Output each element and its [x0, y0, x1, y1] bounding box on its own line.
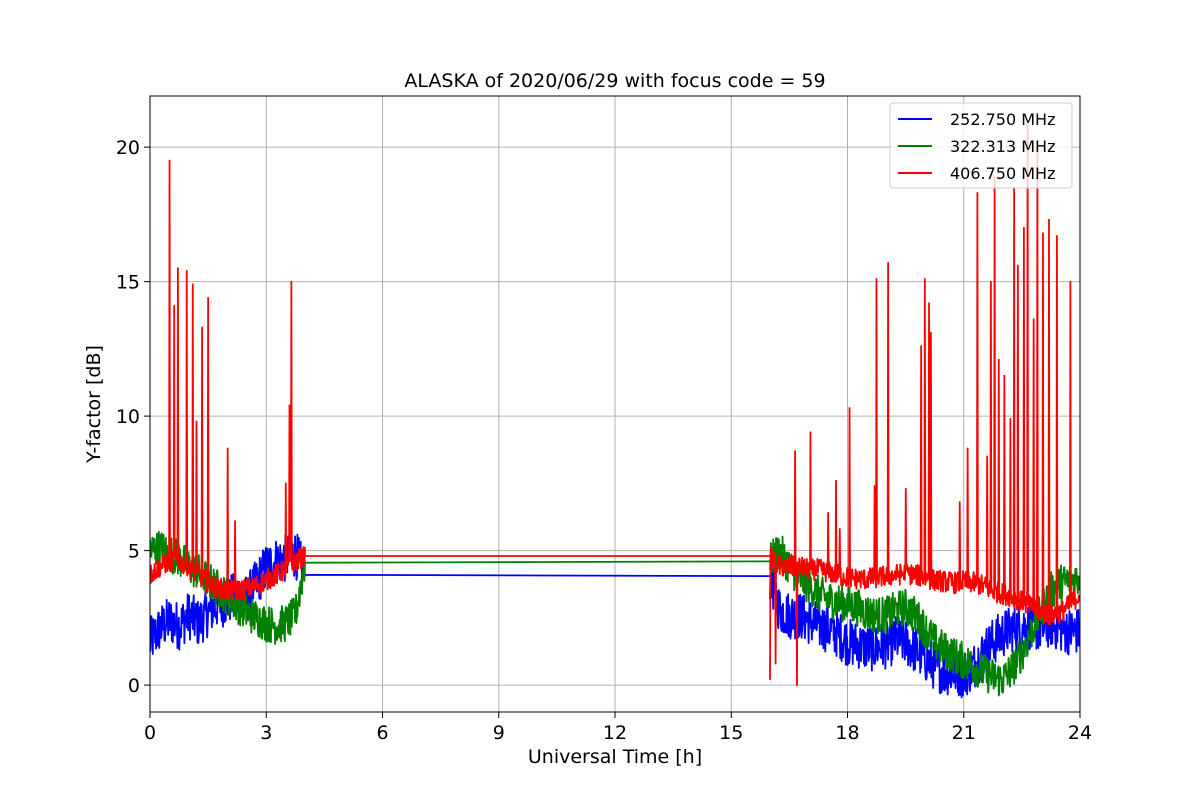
y-tick-label: 0	[128, 675, 140, 697]
legend-label: 252.750 MHz	[950, 110, 1055, 129]
y-axis-label: Y-factor [dB]	[83, 345, 105, 464]
x-tick-label: 21	[952, 722, 976, 744]
x-tick-label: 0	[144, 722, 156, 744]
x-tick-label: 9	[493, 722, 505, 744]
series-3	[150, 122, 1080, 686]
legend-label: 322.313 MHz	[950, 137, 1055, 156]
x-tick-label: 3	[260, 722, 272, 744]
y-tick-label: 15	[116, 272, 140, 294]
y-tick-label: 10	[116, 406, 140, 428]
chart-title: ALASKA of 2020/06/29 with focus code = 5…	[404, 70, 825, 92]
series-line	[150, 122, 1080, 686]
legend-label: 406.750 MHz	[950, 164, 1055, 183]
y-tick-label: 20	[116, 137, 140, 159]
legend: 252.750 MHz 322.313 MHz 406.750 MHz	[889, 102, 1073, 189]
x-tick-label: 18	[835, 722, 859, 744]
series-layer	[150, 122, 1080, 699]
x-tick-label: 6	[376, 722, 388, 744]
ticks: 0 3 6 9 12 15 18 21 24 0 5 10 15 20	[116, 137, 1092, 744]
x-tick-label: 15	[719, 722, 743, 744]
x-tick-label: 12	[603, 722, 627, 744]
x-tick-label: 24	[1068, 722, 1092, 744]
y-tick-label: 5	[128, 541, 140, 563]
x-axis-label: Universal Time [h]	[528, 746, 702, 768]
legend-box	[889, 102, 1073, 189]
